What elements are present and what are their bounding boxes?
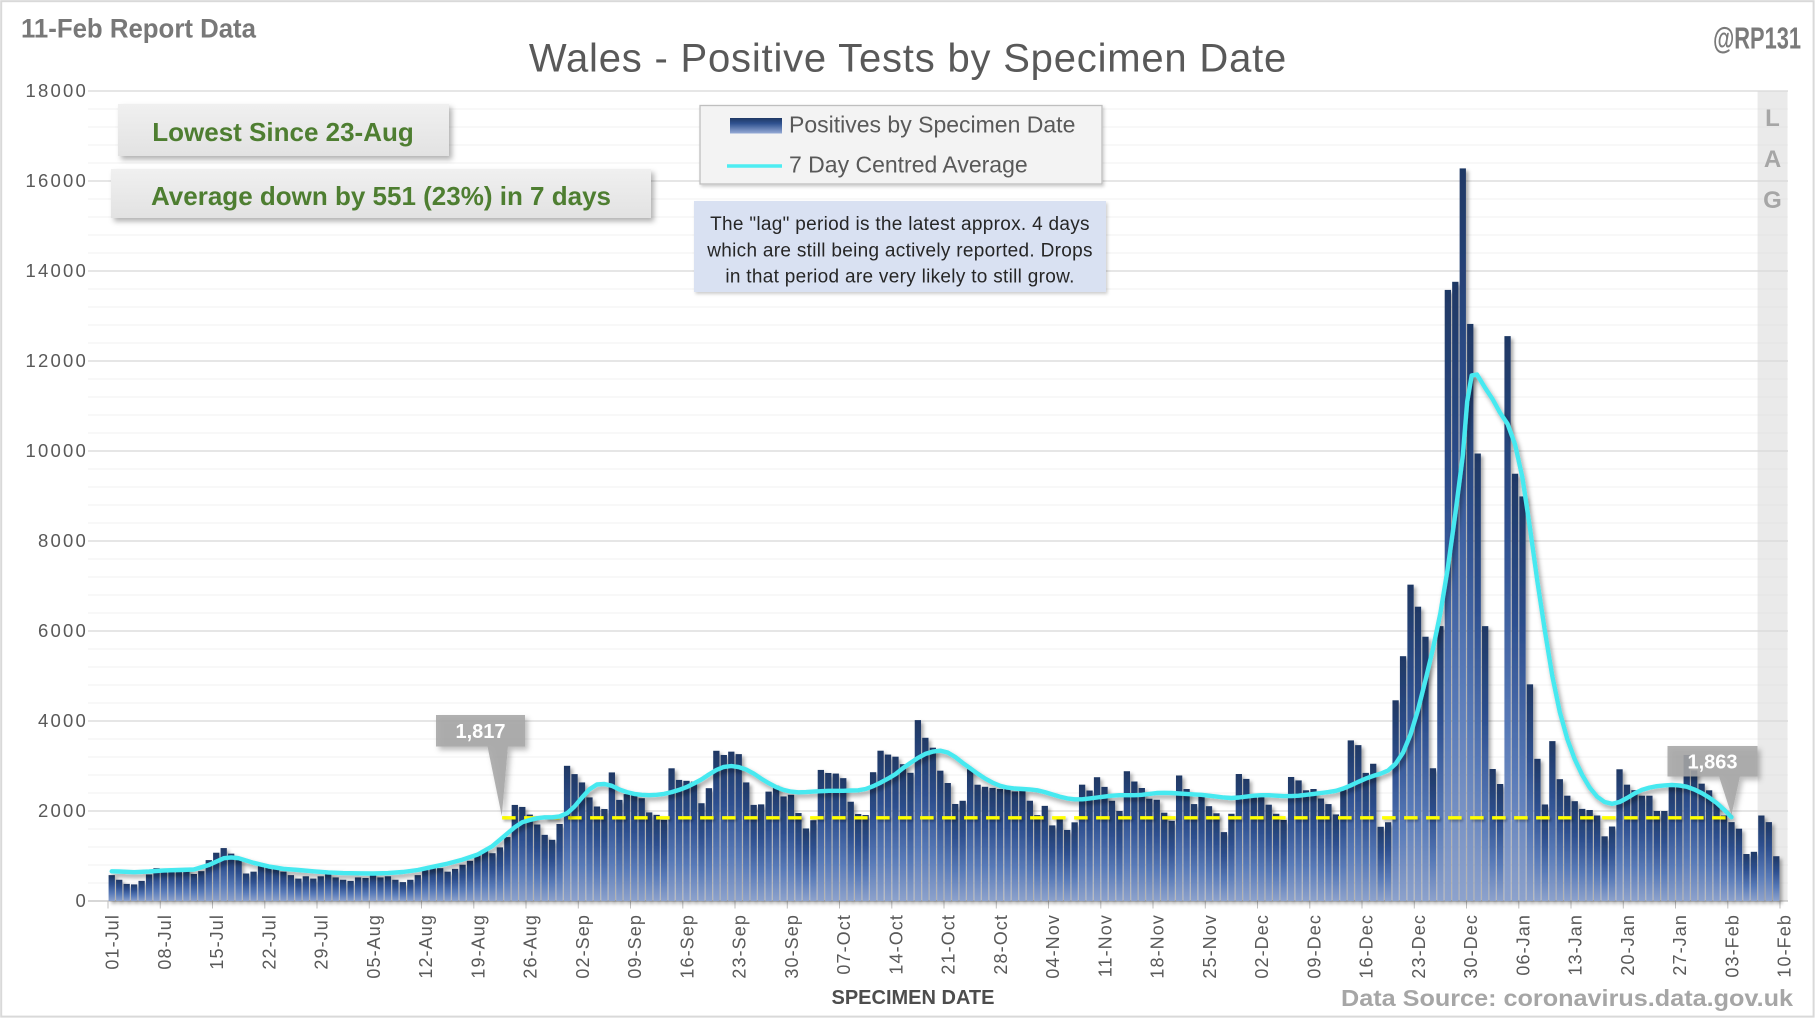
svg-text:11-Feb Report Data: 11-Feb Report Data bbox=[21, 14, 256, 44]
svg-text:23-Dec: 23-Dec bbox=[1409, 914, 1429, 979]
svg-text:18000: 18000 bbox=[26, 80, 88, 101]
svg-text:L: L bbox=[1765, 105, 1780, 132]
svg-text:10-Feb: 10-Feb bbox=[1775, 914, 1795, 978]
svg-text:1,817: 1,817 bbox=[455, 721, 505, 743]
svg-text:0: 0 bbox=[76, 890, 89, 911]
svg-text:Wales - Positive Tests by Spec: Wales - Positive Tests by Specimen Date bbox=[529, 37, 1287, 81]
svg-text:05-Aug: 05-Aug bbox=[364, 914, 384, 979]
svg-text:11-Nov: 11-Nov bbox=[1096, 914, 1116, 977]
svg-text:1,863: 1,863 bbox=[1687, 751, 1737, 773]
svg-text:16-Dec: 16-Dec bbox=[1357, 914, 1377, 979]
svg-text:20-Jan: 20-Jan bbox=[1618, 914, 1638, 976]
svg-text:12-Aug: 12-Aug bbox=[416, 914, 436, 979]
svg-text:23-Sep: 23-Sep bbox=[730, 914, 750, 979]
svg-text:8000: 8000 bbox=[38, 530, 88, 551]
svg-text:7 Day Centred Average: 7 Day Centred Average bbox=[789, 152, 1028, 178]
svg-text:01-Jul: 01-Jul bbox=[103, 914, 123, 970]
svg-text:04-Nov: 04-Nov bbox=[1043, 914, 1063, 979]
svg-text:A: A bbox=[1764, 146, 1781, 173]
svg-text:G: G bbox=[1763, 187, 1782, 214]
svg-text:02-Dec: 02-Dec bbox=[1252, 914, 1272, 979]
svg-text:Data Source: coronavirus.data.: Data Source: coronavirus.data.gov.uk bbox=[1341, 985, 1794, 1011]
svg-text:29-Jul: 29-Jul bbox=[312, 914, 332, 970]
svg-text:22-Jul: 22-Jul bbox=[260, 914, 280, 970]
svg-text:12000: 12000 bbox=[26, 350, 88, 371]
svg-text:which are still being actively: which are still being actively reported.… bbox=[706, 240, 1093, 261]
svg-text:30-Dec: 30-Dec bbox=[1461, 914, 1481, 979]
svg-text:@RP131: @RP131 bbox=[1713, 21, 1801, 56]
svg-text:07-Oct: 07-Oct bbox=[834, 914, 854, 975]
svg-text:16000: 16000 bbox=[26, 170, 88, 191]
svg-text:09-Dec: 09-Dec bbox=[1305, 914, 1325, 979]
svg-text:4000: 4000 bbox=[38, 710, 88, 731]
svg-text:30-Sep: 30-Sep bbox=[782, 914, 802, 979]
svg-text:15-Jul: 15-Jul bbox=[207, 914, 227, 970]
svg-text:02-Sep: 02-Sep bbox=[573, 914, 593, 979]
svg-text:03-Feb: 03-Feb bbox=[1723, 914, 1743, 978]
svg-text:25-Nov: 25-Nov bbox=[1200, 914, 1220, 979]
svg-text:26-Aug: 26-Aug bbox=[521, 914, 541, 979]
svg-text:08-Jul: 08-Jul bbox=[155, 914, 175, 970]
svg-text:in that period are very likely: in that period are very likely to still … bbox=[725, 267, 1074, 288]
svg-text:16-Sep: 16-Sep bbox=[678, 914, 698, 979]
svg-text:SPECIMEN DATE: SPECIMEN DATE bbox=[832, 987, 995, 1009]
svg-text:14-Oct: 14-Oct bbox=[887, 914, 907, 975]
svg-text:18-Nov: 18-Nov bbox=[1148, 914, 1168, 979]
svg-text:2000: 2000 bbox=[38, 800, 88, 821]
svg-text:09-Sep: 09-Sep bbox=[625, 914, 645, 979]
svg-text:21-Oct: 21-Oct bbox=[939, 914, 959, 975]
svg-text:19-Aug: 19-Aug bbox=[469, 914, 489, 979]
svg-text:27-Jan: 27-Jan bbox=[1670, 914, 1690, 976]
svg-text:Average down by 551 (23%) in 7: Average down by 551 (23%) in 7 days bbox=[151, 181, 611, 211]
svg-text:The "lag" period is the latest: The "lag" period is the latest approx. 4… bbox=[710, 214, 1090, 235]
svg-text:Lowest Since 23-Aug: Lowest Since 23-Aug bbox=[152, 117, 414, 147]
svg-text:Positives by Specimen Date: Positives by Specimen Date bbox=[789, 112, 1075, 138]
svg-text:28-Oct: 28-Oct bbox=[991, 914, 1011, 975]
svg-text:6000: 6000 bbox=[38, 620, 88, 641]
svg-text:06-Jan: 06-Jan bbox=[1514, 914, 1534, 976]
svg-text:10000: 10000 bbox=[26, 440, 88, 461]
svg-text:13-Jan: 13-Jan bbox=[1566, 914, 1586, 976]
svg-text:14000: 14000 bbox=[26, 260, 88, 281]
